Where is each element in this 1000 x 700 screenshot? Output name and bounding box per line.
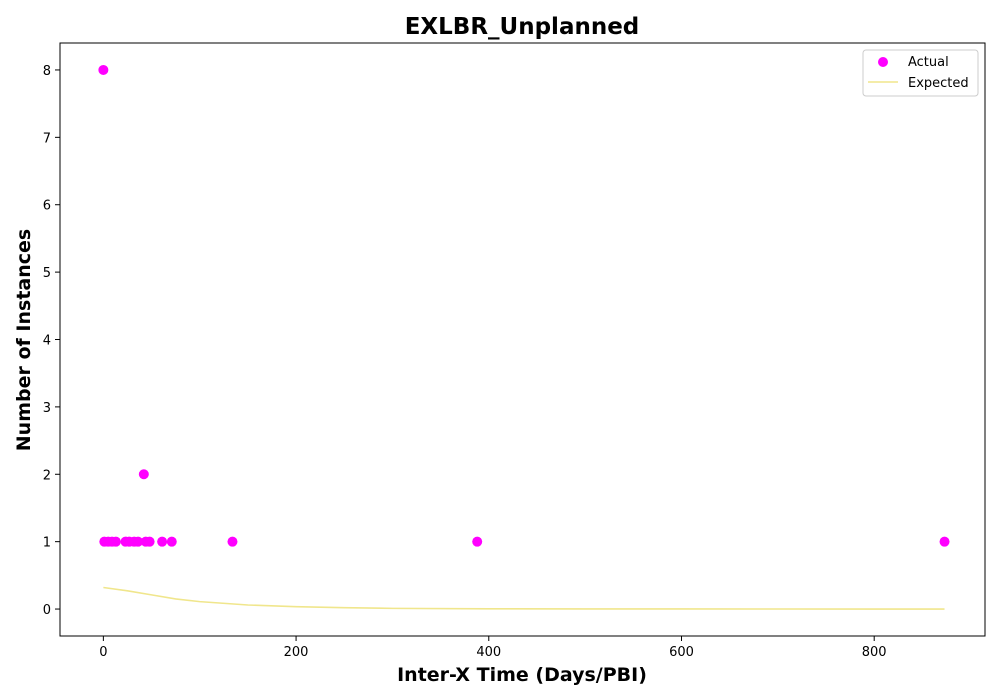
- y-tick-label: 6: [43, 199, 51, 214]
- y-tick-label: 5: [43, 266, 51, 281]
- legend-expected-label: Expected: [908, 76, 969, 91]
- y-axis-label: Number of Instances: [13, 229, 35, 451]
- y-axis-ticks: 0 1 2 3 4 5 6 7 8: [43, 64, 60, 618]
- x-tick-label: 0: [99, 645, 107, 660]
- plot-area: [98, 64, 950, 610]
- y-tick-label: 0: [43, 603, 51, 618]
- actual-point: [939, 536, 950, 547]
- actual-point: [138, 469, 149, 480]
- y-tick-label: 1: [43, 536, 51, 551]
- expected-line: [103, 586, 945, 610]
- actual-point: [133, 536, 144, 547]
- x-tick-label: 400: [476, 645, 501, 660]
- x-tick-label: 800: [862, 645, 887, 660]
- actual-point: [110, 536, 121, 547]
- chart-title: EXLBR_Unplanned: [405, 14, 640, 40]
- x-axis-ticks: 0 200 400 600 800: [99, 636, 887, 660]
- x-tick-label: 200: [284, 645, 309, 660]
- legend-actual-marker: [878, 57, 888, 67]
- legend-actual-label: Actual: [908, 55, 949, 70]
- actual-point: [144, 536, 155, 547]
- y-tick-label: 8: [43, 64, 51, 79]
- legend: Actual Expected: [862, 49, 979, 97]
- y-tick-label: 7: [43, 131, 51, 146]
- actual-point: [227, 536, 238, 547]
- x-tick-label: 600: [669, 645, 694, 660]
- actual-point: [472, 536, 483, 547]
- actual-point: [166, 536, 177, 547]
- y-tick-label: 4: [43, 334, 51, 349]
- y-tick-label: 3: [43, 401, 51, 416]
- x-axis-label: Inter-X Time (Days/PBI): [397, 664, 647, 686]
- y-tick-label: 2: [43, 468, 51, 483]
- actual-point: [98, 64, 109, 75]
- legend-box: [862, 49, 979, 97]
- actual-point: [157, 536, 168, 547]
